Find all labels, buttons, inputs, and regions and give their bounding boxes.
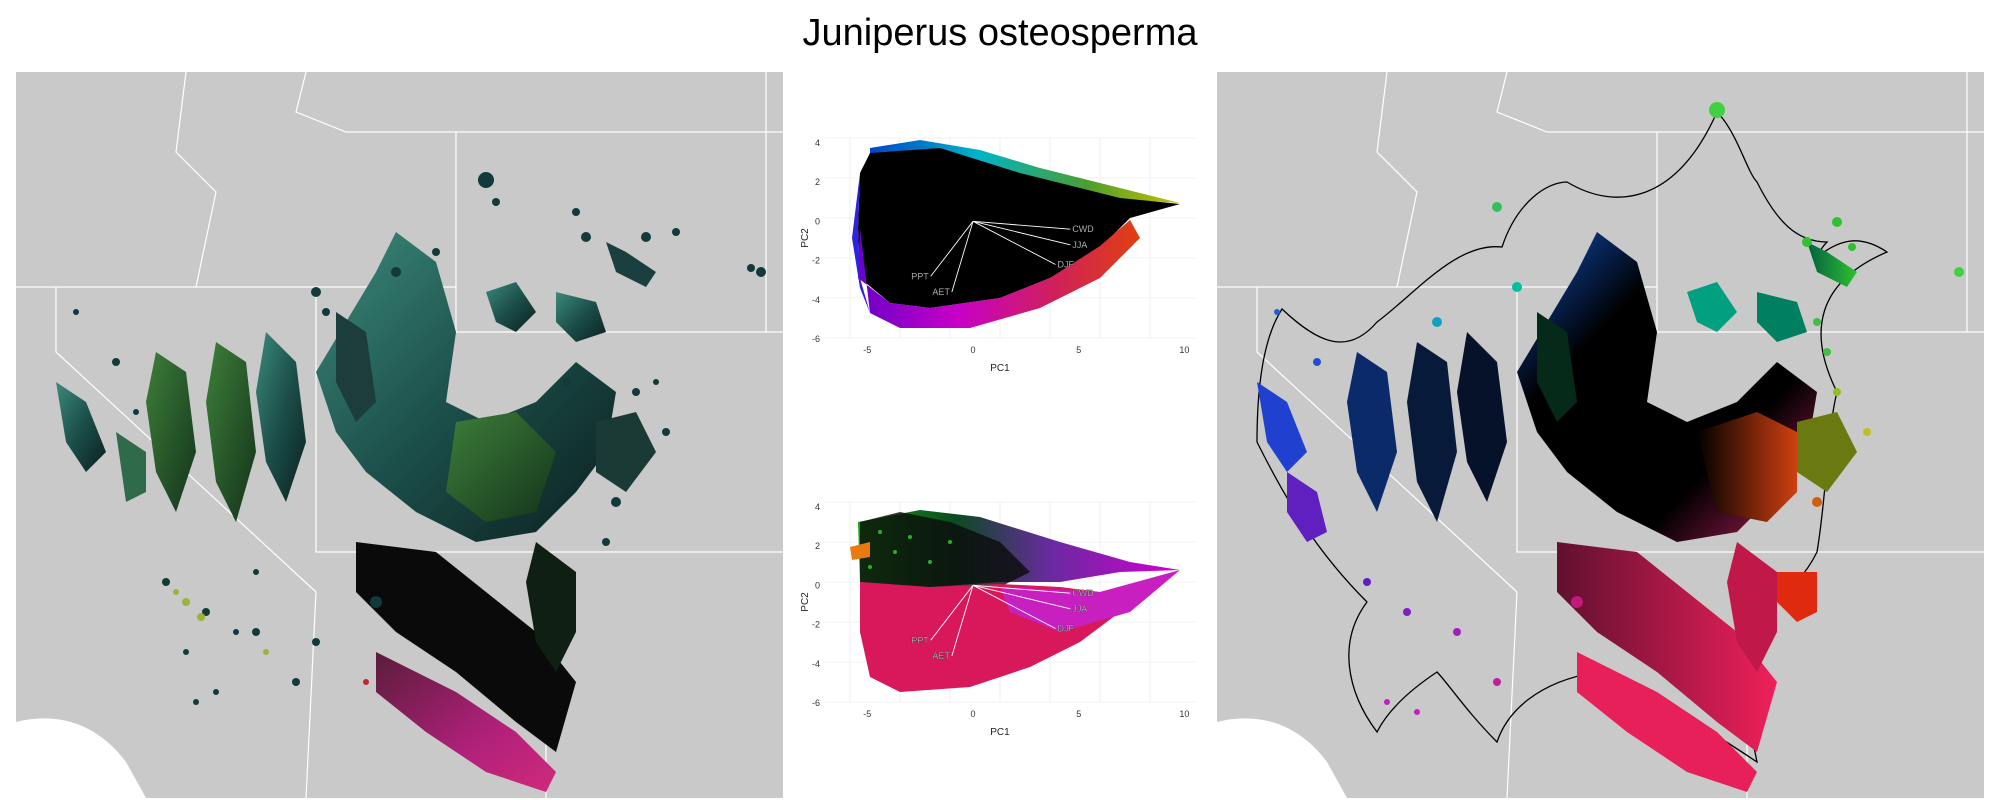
x-tick-label: 10 [1179, 345, 1189, 355]
figure-title: Juniperus osteosperma [802, 12, 1198, 54]
biplot-vector-djf [972, 220, 1056, 265]
hull-outline [1256, 110, 1889, 764]
pca-top-x-ticks: -5 0 5 10 [863, 345, 1189, 355]
biplot-label-jja: JJA [1072, 240, 1087, 250]
pca-bottom-vectors [930, 584, 1071, 657]
y-tick-label: 2 [815, 541, 820, 551]
pca-top-ylabel: PC2 [800, 228, 811, 248]
biplot-vector-cwd [972, 584, 1071, 594]
pca-top-vectors [930, 220, 1071, 293]
right-map-svg [1217, 72, 1984, 798]
pca-bottom-y-ticks: 4 2 0 -2 -4 -6 [812, 502, 820, 708]
y-tick-label: 0 [815, 216, 820, 226]
y-tick-label: 0 [815, 580, 820, 590]
pca-top-panel: CWD JJA DJF PPT AET -5 0 5 10 4 2 0 -2 -4 -6 PC1 PC2 [800, 128, 1200, 378]
pca-top-xlabel: PC1 [990, 363, 1010, 374]
pca-bottom-specks [868, 530, 952, 569]
biplot-label-cwd: CWD [1072, 224, 1094, 234]
y-tick-label: 4 [815, 502, 820, 512]
biplot-vector-djf [972, 584, 1056, 629]
left-yellow-patches [173, 589, 269, 655]
left-range-patches [56, 232, 656, 792]
x-tick-label: 5 [1076, 709, 1081, 719]
biplot-label-cwd: CWD [1072, 588, 1094, 598]
y-tick-label: 2 [815, 177, 820, 187]
x-tick-label: 0 [970, 709, 975, 719]
right-map-panel [1217, 72, 1984, 798]
right-small-patches [1274, 102, 1964, 715]
pca-bottom-cloud [850, 510, 1180, 692]
x-tick-label: 5 [1076, 345, 1081, 355]
biplot-vector-ppt [930, 585, 974, 641]
y-tick-label: -6 [812, 698, 820, 708]
y-tick-label: -2 [812, 256, 820, 266]
pca-bottom-ylabel: PC2 [800, 592, 811, 612]
x-tick-label: 10 [1179, 709, 1189, 719]
left-map-svg [16, 72, 783, 798]
left-map-panel [16, 72, 783, 798]
biplot-vector-aet [951, 221, 974, 293]
biplot-label-aet: AET [932, 287, 950, 297]
biplot-vector-cwd [972, 220, 1071, 230]
left-red-patch [363, 679, 369, 685]
biplot-vector-aet [951, 585, 974, 657]
biplot-label-djf: DJF [1057, 259, 1074, 269]
ocean [1217, 718, 1347, 798]
y-tick-label: -6 [812, 334, 820, 344]
biplot-label-aet: AET [932, 651, 950, 661]
pca-bottom-xlabel: PC1 [990, 727, 1010, 738]
pca-top-cloud [852, 140, 1180, 328]
y-tick-label: -2 [812, 620, 820, 630]
y-tick-label: -4 [812, 295, 820, 305]
pca-top-y-ticks: 4 2 0 -2 -4 -6 [812, 138, 820, 344]
biplot-label-ppt: PPT [911, 635, 929, 645]
x-tick-label: -5 [863, 345, 871, 355]
x-tick-label: 0 [970, 345, 975, 355]
x-tick-label: -5 [863, 709, 871, 719]
pca-bottom-x-ticks: -5 0 5 10 [863, 709, 1189, 719]
left-small-patches [73, 172, 766, 705]
biplot-vector-jja [972, 584, 1071, 610]
pca-bottom-panel: CWD JJA DJF PPT AET -5 0 5 10 4 2 0 -2 -4 -6 PC1 PC2 [800, 492, 1200, 742]
biplot-label-ppt: PPT [911, 271, 929, 281]
ocean [16, 718, 146, 798]
biplot-label-djf: DJF [1057, 623, 1074, 633]
biplot-label-jja: JJA [1072, 604, 1087, 614]
biplot-vector-jja [972, 220, 1071, 246]
y-tick-label: -4 [812, 659, 820, 669]
y-tick-label: 4 [815, 138, 820, 148]
biplot-vector-ppt [930, 221, 974, 277]
right-range-patches [1257, 232, 1857, 792]
